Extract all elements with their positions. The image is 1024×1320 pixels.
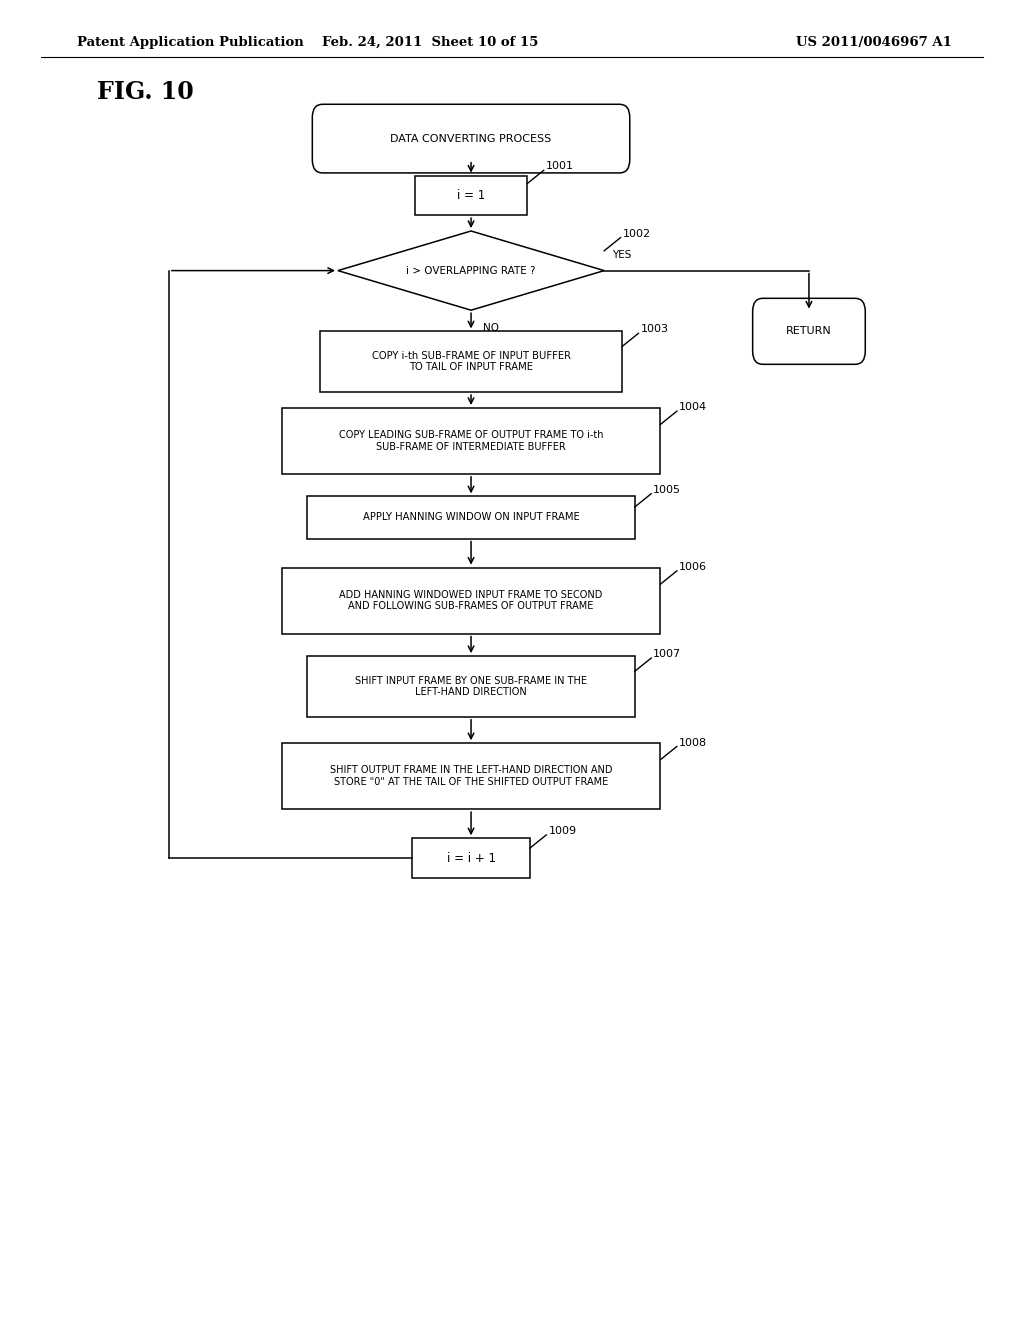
Text: 1008: 1008 [679, 738, 707, 747]
FancyBboxPatch shape [412, 838, 530, 878]
Text: US 2011/0046967 A1: US 2011/0046967 A1 [797, 36, 952, 49]
Text: SHIFT INPUT FRAME BY ONE SUB-FRAME IN THE
LEFT-HAND DIRECTION: SHIFT INPUT FRAME BY ONE SUB-FRAME IN TH… [355, 676, 587, 697]
FancyBboxPatch shape [415, 176, 527, 215]
Text: ADD HANNING WINDOWED INPUT FRAME TO SECOND
AND FOLLOWING SUB-FRAMES OF OUTPUT FR: ADD HANNING WINDOWED INPUT FRAME TO SECO… [339, 590, 603, 611]
Text: 1001: 1001 [546, 161, 573, 172]
Text: i = 1: i = 1 [457, 189, 485, 202]
Text: COPY i-th SUB-FRAME OF INPUT BUFFER
TO TAIL OF INPUT FRAME: COPY i-th SUB-FRAME OF INPUT BUFFER TO T… [372, 351, 570, 372]
FancyBboxPatch shape [282, 408, 660, 474]
Text: 1003: 1003 [641, 325, 669, 334]
Text: RETURN: RETURN [786, 326, 831, 337]
Text: 1005: 1005 [653, 484, 681, 495]
FancyBboxPatch shape [312, 104, 630, 173]
Text: NO: NO [483, 323, 500, 334]
Text: 1006: 1006 [679, 562, 707, 572]
Text: DATA CONVERTING PROCESS: DATA CONVERTING PROCESS [390, 133, 552, 144]
Text: Feb. 24, 2011  Sheet 10 of 15: Feb. 24, 2011 Sheet 10 of 15 [322, 36, 539, 49]
FancyBboxPatch shape [307, 496, 635, 539]
FancyBboxPatch shape [753, 298, 865, 364]
Text: 1009: 1009 [549, 826, 577, 836]
Text: SHIFT OUTPUT FRAME IN THE LEFT-HAND DIRECTION AND
STORE "0" AT THE TAIL OF THE S: SHIFT OUTPUT FRAME IN THE LEFT-HAND DIRE… [330, 766, 612, 787]
FancyBboxPatch shape [319, 331, 622, 392]
Text: i > OVERLAPPING RATE ?: i > OVERLAPPING RATE ? [407, 265, 536, 276]
Polygon shape [338, 231, 604, 310]
Text: APPLY HANNING WINDOW ON INPUT FRAME: APPLY HANNING WINDOW ON INPUT FRAME [362, 512, 580, 523]
Text: 1004: 1004 [679, 403, 707, 412]
Text: FIG. 10: FIG. 10 [97, 81, 194, 104]
Text: COPY LEADING SUB-FRAME OF OUTPUT FRAME TO i-th
SUB-FRAME OF INTERMEDIATE BUFFER: COPY LEADING SUB-FRAME OF OUTPUT FRAME T… [339, 430, 603, 451]
Text: i = i + 1: i = i + 1 [446, 851, 496, 865]
Text: 1002: 1002 [623, 228, 650, 239]
Text: YES: YES [612, 249, 632, 260]
FancyBboxPatch shape [307, 656, 635, 717]
FancyBboxPatch shape [282, 568, 660, 634]
FancyBboxPatch shape [282, 743, 660, 809]
Text: Patent Application Publication: Patent Application Publication [77, 36, 303, 49]
Text: 1007: 1007 [653, 649, 681, 659]
